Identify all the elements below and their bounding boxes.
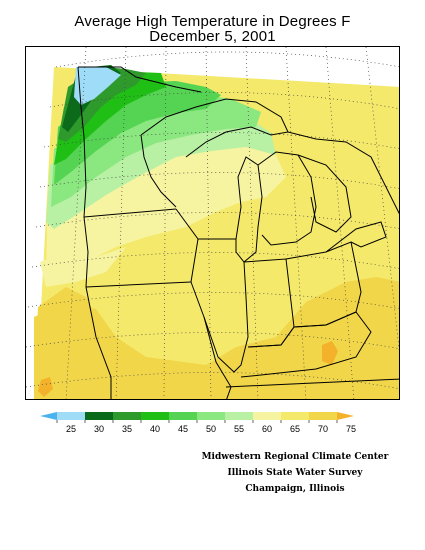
graticule: [26, 47, 399, 399]
credit-survey: Illinois State Water Survey: [227, 468, 363, 478]
credit-location: Champaign, Illinois: [245, 484, 345, 494]
legend-tick-label: 35: [122, 424, 132, 434]
zone-60-65-west: [40, 247, 126, 287]
legend-tick-label: 65: [290, 424, 300, 434]
legend-swatch: [197, 412, 225, 420]
legend-swatch: [169, 412, 197, 420]
temperature-map: [25, 46, 400, 400]
zone-70-75-south: [34, 277, 399, 399]
legend-swatch: [253, 412, 281, 420]
zone-25-30: [74, 67, 121, 105]
legend-swatch: [337, 412, 354, 420]
zone-75-sw: [38, 377, 53, 397]
legend-tick-label: 75: [346, 424, 356, 434]
legend-swatch: [40, 412, 57, 420]
legend-swatch: [57, 412, 85, 420]
legend-swatch: [281, 412, 309, 420]
legend-tick-label: 25: [66, 424, 76, 434]
legend-tick-label: 60: [262, 424, 272, 434]
color-legend: 25 30 35 40 45 50 55 60 65 70 75: [38, 410, 388, 440]
map-title: Average High Temperature in Degrees F: [74, 13, 351, 30]
state-borders: [77, 66, 399, 399]
legend-tick-label: 30: [94, 424, 104, 434]
legend-swatch: [309, 412, 337, 420]
zone-75-hotspot: [322, 341, 338, 365]
credit-center: Midwestern Regional Climate Center: [201, 452, 389, 462]
legend-tick-label: 50: [206, 424, 216, 434]
legend-tick-label: 55: [234, 424, 244, 434]
legend-swatch: [113, 412, 141, 420]
map-date: December 5, 2001: [149, 28, 276, 45]
legend-swatch: [85, 412, 113, 420]
zone-70-75-west: [36, 287, 96, 347]
legend-swatch: [225, 412, 253, 420]
legend-swatches: [40, 412, 354, 420]
legend-swatch: [141, 412, 169, 420]
legend-tick-label: 70: [318, 424, 328, 434]
legend-tick-label: 40: [150, 424, 160, 434]
legend-ticks: 25 30 35 40 45 50 55 60 65 70 75: [56, 420, 356, 434]
legend-tick-label: 45: [178, 424, 188, 434]
